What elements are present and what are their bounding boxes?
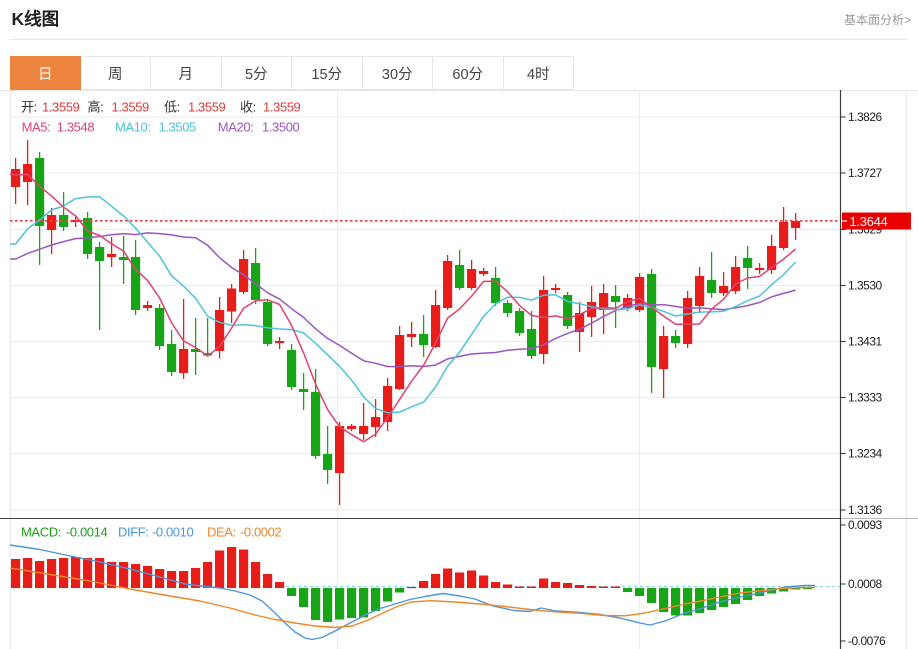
- svg-text:0.0008: 0.0008: [848, 577, 883, 591]
- svg-text:MA5:: MA5:: [22, 120, 51, 135]
- svg-text:1.3559: 1.3559: [188, 100, 226, 115]
- svg-text:-0.0010: -0.0010: [152, 525, 193, 540]
- svg-text:MA20:: MA20:: [218, 120, 254, 135]
- svg-text:1.3505: 1.3505: [159, 120, 197, 135]
- svg-text:-0.0002: -0.0002: [240, 525, 281, 540]
- svg-text:1.3500: 1.3500: [262, 120, 300, 135]
- svg-text:1.3431: 1.3431: [848, 335, 883, 349]
- svg-text:1.3136: 1.3136: [848, 503, 883, 517]
- svg-text:1.3333: 1.3333: [848, 391, 883, 405]
- svg-text:MACD:: MACD:: [21, 525, 61, 540]
- svg-text:0.0093: 0.0093: [848, 518, 883, 532]
- svg-text:-0.0014: -0.0014: [66, 525, 107, 540]
- svg-text:DEA:: DEA:: [207, 525, 236, 540]
- svg-text:1.3727: 1.3727: [848, 166, 883, 180]
- svg-text:1.3559: 1.3559: [112, 100, 150, 115]
- svg-text:1.3826: 1.3826: [848, 110, 883, 124]
- svg-text:MA10:: MA10:: [115, 120, 151, 135]
- svg-text:1.3559: 1.3559: [263, 100, 301, 115]
- svg-text:-0.0076: -0.0076: [848, 634, 886, 648]
- svg-text:1.3559: 1.3559: [42, 100, 80, 115]
- svg-text:收:: 收:: [240, 100, 256, 115]
- svg-text:1.3548: 1.3548: [57, 120, 95, 135]
- svg-text:1.3234: 1.3234: [848, 447, 883, 461]
- svg-text:DIFF:: DIFF:: [118, 525, 149, 540]
- svg-text:1.3644: 1.3644: [850, 214, 888, 229]
- svg-text:高:: 高:: [88, 100, 104, 115]
- svg-text:低:: 低:: [164, 100, 180, 115]
- svg-text:1.3530: 1.3530: [848, 279, 883, 293]
- svg-text:开:: 开:: [21, 100, 37, 115]
